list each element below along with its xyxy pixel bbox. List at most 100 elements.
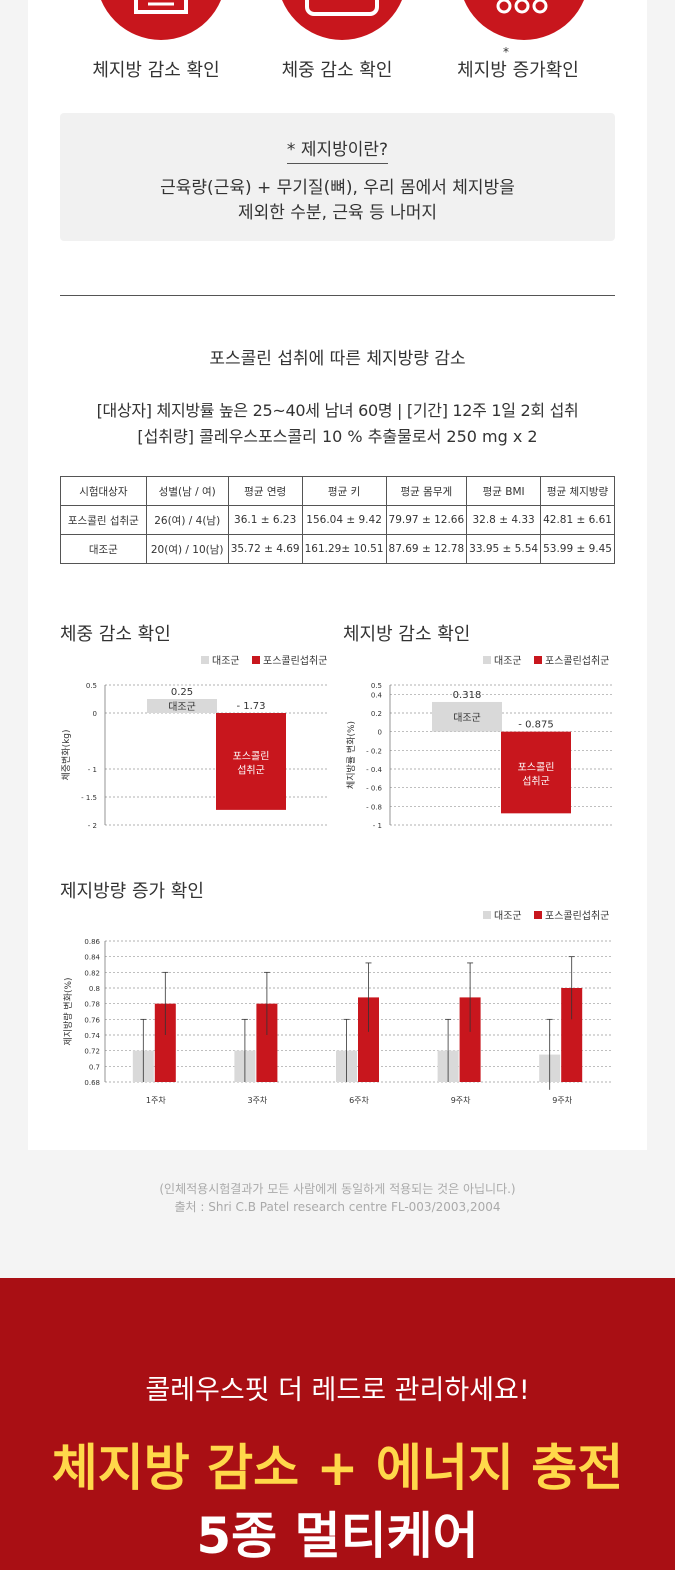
y-tick-label: 0.68	[84, 1079, 100, 1087]
table-cell: 포스콜린 섭취군	[60, 505, 147, 535]
legend-swatch	[483, 911, 491, 919]
legend-swatch	[252, 656, 260, 664]
legend-swatch	[201, 656, 209, 664]
bar	[256, 1003, 278, 1082]
y-tick-label: 0.7	[89, 1063, 100, 1071]
fat-cells-icon	[459, 0, 589, 40]
icon-label-body-fat: 체지방 감소 확인	[92, 60, 220, 81]
legend-swatch	[534, 911, 542, 919]
x-tick-label: 9주차	[552, 1096, 572, 1105]
asterisk-mark: *	[503, 45, 509, 59]
y-tick-label: - 1	[88, 766, 97, 774]
table-cell: 42.81 ± 6.61	[540, 505, 615, 535]
bar-value-label: 0.25	[171, 687, 193, 698]
bar-label: 대조군	[168, 701, 196, 713]
bar	[561, 988, 583, 1082]
y-tick-label: 0.8	[89, 985, 100, 993]
legend-label: 대조군	[494, 655, 522, 667]
bar	[432, 701, 502, 732]
y-tick-label: 0.84	[84, 954, 100, 962]
table-cell: 26(여) / 4(남)	[145, 505, 229, 535]
source-note: 출처 : Shri C.B Patel research centre FL-0…	[174, 1200, 501, 1214]
definition-line-1: 근육량(근육) + 무기질(뼈), 우리 몸에서 체지방을	[160, 178, 515, 198]
table-header: 평균 체지방량	[540, 476, 615, 506]
lean-mass-chart-title: 제지방량 증가 확인	[60, 881, 204, 902]
icon-label-lean-mass-text: 체지방 증가확인	[457, 60, 579, 81]
bar	[501, 731, 571, 814]
definition-title: * 제지방이란?	[286, 135, 389, 164]
bar	[459, 997, 481, 1082]
bar	[216, 713, 286, 810]
y-tick-label: 0	[378, 729, 382, 737]
legend-swatch	[483, 656, 491, 664]
y-tick-label: 0.86	[84, 938, 100, 946]
banner-subtitle: 콜레우스핏 더 레드로 관리하세요!	[145, 1375, 530, 1406]
subjects-table: 시험대상자 성별(남 / 여) 평균 연령 평균 키 평균 몸무게 평균 BMI…	[60, 476, 615, 564]
x-tick-label: 3주차	[247, 1096, 267, 1105]
study-dosage: [섭취량] 콜레우스포스콜리 10 % 추출물로서 250 mg x 2	[137, 427, 538, 446]
bar-label: 포스콜린	[233, 750, 270, 762]
promo-banner: 콜레우스핏 더 레드로 관리하세요! 체지방 감소 + 에너지 충전 5종 멀티…	[0, 1278, 675, 1570]
bar-value-label: - 0.875	[518, 720, 553, 731]
table-cell: 20(여) / 10(남)	[145, 534, 229, 564]
table-header: 성별(남 / 여)	[145, 476, 229, 506]
legend-label: 포스콜린섭취군	[545, 910, 609, 922]
y-tick-label: 0.5	[86, 682, 97, 690]
definition-body: 근육량(근육) + 무기질(뼈), 우리 몸에서 체지방을 제외한 수분, 근육…	[60, 176, 615, 226]
banner-headline-2: 5종 멀티케어	[196, 1507, 479, 1565]
table-cell: 35.72 ± 4.69	[227, 534, 303, 564]
definition-box: * 제지방이란? 근육량(근육) + 무기질(뼈), 우리 몸에서 체지방을 제…	[60, 113, 615, 241]
table-header-row: 시험대상자 성별(남 / 여) 평균 연령 평균 키 평균 몸무게 평균 BMI…	[60, 476, 615, 506]
legend-label: 대조군	[494, 910, 522, 922]
lean-mass-chart: 대조군 포스콜린섭취군 0.86 0.84 0.82 0.8 0.78 0.76 0.74 0.7…	[62, 910, 613, 1105]
bar-value-label: 0.318	[453, 690, 482, 701]
bar-value-label: - 1.73	[236, 701, 265, 712]
y-tick-label: - 0.6	[366, 785, 382, 793]
y-tick-label: - 2	[88, 822, 97, 830]
bar-label: 포스콜린	[518, 762, 555, 774]
table-cell: 53.99 ± 9.45	[540, 534, 615, 564]
bar	[147, 699, 217, 713]
table-header: 평균 연령	[227, 476, 303, 506]
section-divider	[60, 295, 615, 296]
y-tick-label: 0.78	[84, 1001, 100, 1009]
bar-label: 섭취군	[237, 764, 265, 776]
legend-label: 포스콜린섭취군	[545, 655, 609, 667]
table-header: 평균 몸무게	[385, 476, 468, 506]
legend-swatch	[534, 656, 542, 664]
definition-line-2: 제외한 수분, 근육 등 나머지	[237, 203, 438, 223]
fat-chart-title: 체지방 감소 확인	[343, 624, 471, 645]
y-axis-label: 체지방률 변화(%)	[346, 721, 357, 789]
table-row: 대조군 20(여) / 10(남) 35.72 ± 4.69 161.29± 1…	[60, 534, 615, 564]
y-tick-label: 0.74	[84, 1032, 100, 1040]
bar	[154, 1003, 176, 1082]
legend-label: 포스콜린섭취군	[263, 655, 327, 667]
y-tick-label: 0.4	[371, 691, 383, 699]
y-tick-label: 0.76	[84, 1016, 100, 1024]
table-cell: 87.69 ± 12.78	[385, 534, 468, 564]
y-tick-label: 0	[93, 710, 97, 718]
y-tick-label: - 0.8	[366, 803, 382, 811]
y-tick-label: - 1	[373, 822, 382, 830]
table-cell: 79.97 ± 12.66	[385, 505, 468, 535]
table-row: 포스콜린 섭취군 26(여) / 4(남) 36.1 ± 6.23 156.04…	[60, 505, 615, 535]
study-subjects: [대상자] 체지방률 높은 25~40세 남녀 60명 | [기간] 12주 1…	[96, 401, 579, 420]
icon-label-weight: 체중 감소 확인	[281, 60, 393, 81]
x-tick-label: 1주차	[146, 1096, 166, 1105]
table-header: 시험대상자	[60, 476, 147, 506]
scale-icon	[96, 0, 226, 40]
y-tick-label: - 0.2	[366, 747, 382, 755]
table-cell: 156.04 ± 9.42	[301, 505, 387, 535]
y-tick-label: 0.82	[84, 969, 100, 977]
table-header: 평균 BMI	[466, 476, 542, 506]
legend-label: 대조군	[212, 655, 240, 667]
bar	[358, 997, 379, 1082]
y-tick-label: 0.2	[371, 710, 382, 718]
icon-label-lean-mass: 체지방 증가확인 *	[428, 45, 608, 82]
bar-label: 대조군	[453, 712, 481, 724]
weight-chart-title: 체중 감소 확인	[60, 624, 171, 645]
weight-scale-icon	[277, 0, 407, 40]
x-tick-label: 6주차	[349, 1096, 369, 1105]
